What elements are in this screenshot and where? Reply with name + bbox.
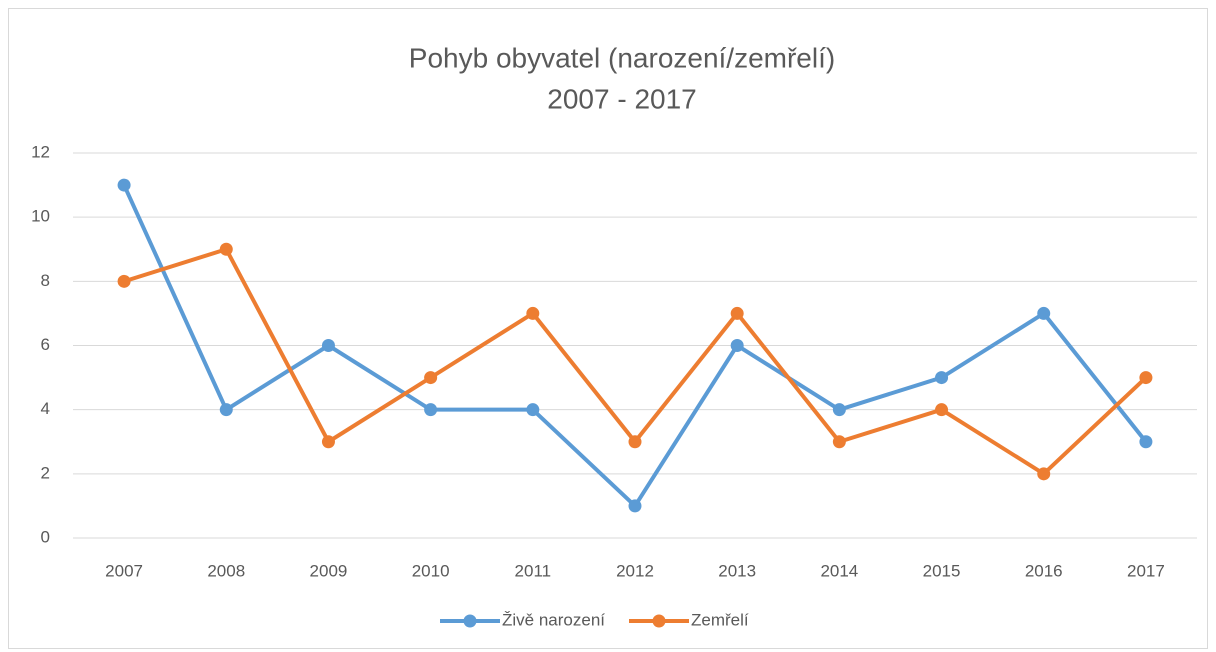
point <box>1139 371 1153 385</box>
point <box>424 371 438 385</box>
point <box>628 499 642 513</box>
legend-marker <box>463 614 477 628</box>
x-tick-label: 2016 <box>1025 561 1063 580</box>
legend-label: Zemřelí <box>691 610 749 629</box>
point <box>117 274 131 288</box>
point <box>1139 435 1153 449</box>
point <box>832 435 846 449</box>
y-tick-label: 8 <box>41 271 50 290</box>
point <box>730 306 744 320</box>
point <box>628 435 642 449</box>
legend-label: Živě narození <box>502 610 605 629</box>
y-tick-label: 10 <box>31 207 50 226</box>
chart-title: Pohyb obyvatel (narození/zemřelí) <box>409 42 835 73</box>
point <box>424 403 438 417</box>
x-tick-label: 2011 <box>515 561 552 580</box>
point <box>935 371 949 385</box>
chart-border <box>8 8 1208 649</box>
point <box>526 306 540 320</box>
y-tick-label: 6 <box>41 335 50 354</box>
point <box>117 178 131 192</box>
point <box>935 403 949 417</box>
x-tick-label: 2010 <box>412 561 450 580</box>
y-tick-label: 0 <box>41 527 50 546</box>
x-tick-label: 2008 <box>207 561 245 580</box>
point <box>219 403 233 417</box>
point <box>321 435 335 449</box>
y-tick-label: 12 <box>31 142 50 161</box>
x-tick-label: 2017 <box>1127 561 1165 580</box>
point <box>832 403 846 417</box>
x-tick-label: 2015 <box>923 561 961 580</box>
point <box>219 242 233 256</box>
x-tick-label: 2014 <box>820 561 858 580</box>
x-tick-label: 2013 <box>718 561 756 580</box>
x-tick-label: 2007 <box>105 561 143 580</box>
point <box>1037 306 1051 320</box>
point <box>321 339 335 352</box>
chart-subtitle: 2007 - 2017 <box>547 83 696 114</box>
x-tick-label: 2012 <box>616 561 654 580</box>
legend-marker <box>652 614 666 628</box>
point <box>526 403 540 417</box>
point <box>730 339 744 352</box>
x-tick-label: 2009 <box>310 561 348 580</box>
point <box>1037 467 1051 481</box>
y-tick-label: 2 <box>41 463 50 482</box>
y-tick-label: 4 <box>41 399 50 418</box>
